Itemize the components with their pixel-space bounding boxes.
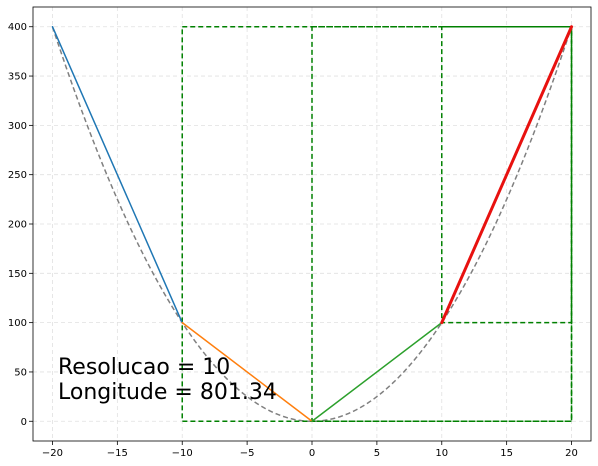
y-tick-label-5: 250 xyxy=(8,170,27,181)
segment-0 xyxy=(51,25,183,324)
x-tick-label-2: −10 xyxy=(172,448,193,459)
y-tick-label-6: 300 xyxy=(8,121,27,132)
y-axis-ticks: 0 50 100 150 200 250 300 350 400 xyxy=(8,22,33,428)
rectangle-2 xyxy=(441,25,573,324)
curve-layer xyxy=(51,26,573,423)
parabola-curve xyxy=(51,26,573,423)
y-tick-label-8: 400 xyxy=(8,22,27,33)
segment-1 xyxy=(181,321,313,423)
y-tick-label-0: 0 xyxy=(21,417,27,428)
x-tick-label-6: 10 xyxy=(435,448,448,459)
y-tick-label-3: 150 xyxy=(8,269,27,280)
annotation-resolution: Resolucao = 10 xyxy=(58,355,230,380)
x-tick-label-0: −20 xyxy=(42,448,63,459)
x-tick-label-1: −15 xyxy=(107,448,128,459)
x-tick-label-4: 0 xyxy=(309,448,315,459)
y-tick-label-7: 350 xyxy=(8,72,27,83)
y-tick-label-1: 50 xyxy=(14,367,27,378)
y-tick-label-4: 200 xyxy=(8,220,27,231)
segment-layer xyxy=(51,25,574,423)
x-tick-label-8: 20 xyxy=(565,448,578,459)
annotation-length: Longitude = 801.34 xyxy=(58,380,277,405)
x-tick-label-3: −5 xyxy=(240,448,255,459)
x-tick-label-7: 15 xyxy=(500,448,513,459)
x-axis-ticks: −20 −15 −10 −5 0 5 10 15 20 xyxy=(42,441,578,459)
rectangle-layer xyxy=(181,25,573,423)
segment-3 xyxy=(440,25,574,325)
segment-2 xyxy=(311,321,443,423)
x-tick-label-5: 5 xyxy=(374,448,380,459)
y-tick-label-2: 100 xyxy=(8,318,27,329)
